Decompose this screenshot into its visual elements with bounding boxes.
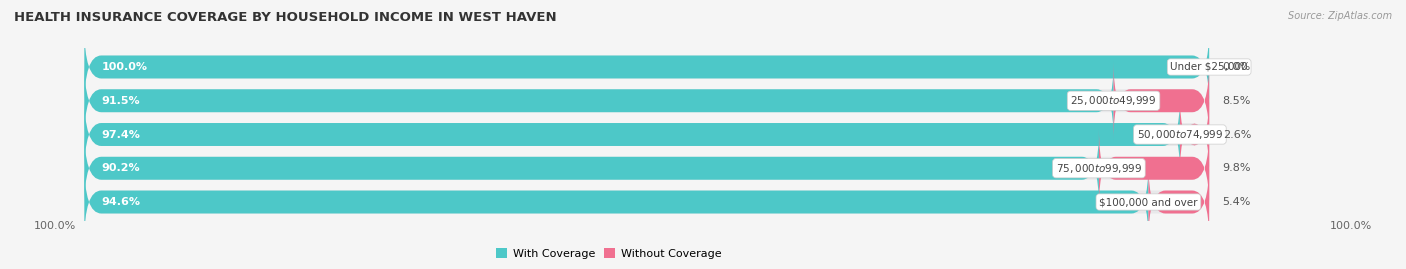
FancyBboxPatch shape: [84, 62, 1209, 140]
Text: 100.0%: 100.0%: [1330, 221, 1372, 231]
FancyBboxPatch shape: [1099, 129, 1209, 207]
FancyBboxPatch shape: [84, 95, 1209, 174]
Text: $50,000 to $74,999: $50,000 to $74,999: [1137, 128, 1223, 141]
FancyBboxPatch shape: [84, 28, 1209, 106]
FancyBboxPatch shape: [84, 129, 1099, 207]
Text: 97.4%: 97.4%: [101, 129, 141, 140]
FancyBboxPatch shape: [84, 163, 1209, 241]
FancyBboxPatch shape: [84, 62, 1114, 140]
Text: 91.5%: 91.5%: [101, 96, 139, 106]
Text: 0.0%: 0.0%: [1223, 62, 1251, 72]
FancyBboxPatch shape: [84, 163, 1149, 241]
FancyBboxPatch shape: [1180, 95, 1209, 174]
Text: HEALTH INSURANCE COVERAGE BY HOUSEHOLD INCOME IN WEST HAVEN: HEALTH INSURANCE COVERAGE BY HOUSEHOLD I…: [14, 11, 557, 24]
Text: Source: ZipAtlas.com: Source: ZipAtlas.com: [1288, 11, 1392, 21]
FancyBboxPatch shape: [84, 28, 1209, 106]
Text: 100.0%: 100.0%: [34, 221, 76, 231]
FancyBboxPatch shape: [84, 95, 1180, 174]
Text: 8.5%: 8.5%: [1223, 96, 1251, 106]
Text: $25,000 to $49,999: $25,000 to $49,999: [1070, 94, 1157, 107]
Text: $75,000 to $99,999: $75,000 to $99,999: [1056, 162, 1142, 175]
Text: 94.6%: 94.6%: [101, 197, 141, 207]
Text: 5.4%: 5.4%: [1223, 197, 1251, 207]
Text: 90.2%: 90.2%: [101, 163, 139, 173]
FancyBboxPatch shape: [84, 129, 1209, 207]
Text: Under $25,000: Under $25,000: [1170, 62, 1249, 72]
Text: 100.0%: 100.0%: [101, 62, 148, 72]
Text: 9.8%: 9.8%: [1223, 163, 1251, 173]
Text: 2.6%: 2.6%: [1223, 129, 1251, 140]
Text: $100,000 and over: $100,000 and over: [1099, 197, 1198, 207]
Legend: With Coverage, Without Coverage: With Coverage, Without Coverage: [492, 244, 725, 263]
FancyBboxPatch shape: [1149, 163, 1209, 241]
FancyBboxPatch shape: [1114, 62, 1209, 140]
